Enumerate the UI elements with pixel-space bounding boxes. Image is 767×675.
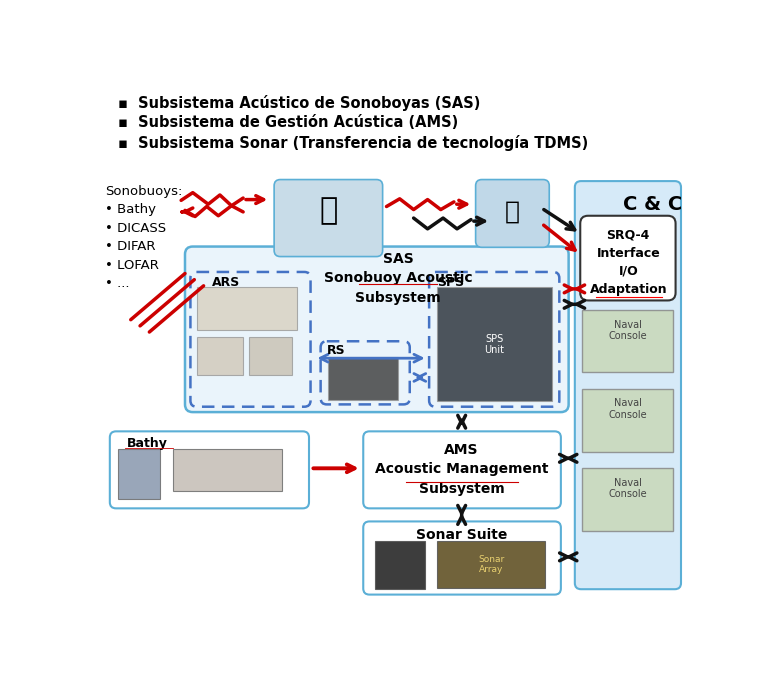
FancyBboxPatch shape (364, 431, 561, 508)
Text: AMS
Acoustic Management
Subsystem: AMS Acoustic Management Subsystem (375, 443, 548, 496)
Text: ▪  Subsistema de Gestión Acústica (AMS): ▪ Subsistema de Gestión Acústica (AMS) (117, 115, 458, 130)
FancyBboxPatch shape (364, 522, 561, 595)
Text: 🚁: 🚁 (319, 196, 337, 225)
Bar (328, 356, 398, 400)
FancyBboxPatch shape (476, 180, 549, 247)
Bar (173, 449, 282, 491)
FancyBboxPatch shape (110, 431, 309, 508)
Text: Sonobuoys:
• Bathy
• DICASS
• DIFAR
• LOFAR
• ...: Sonobuoys: • Bathy • DICASS • DIFAR • LO… (105, 185, 183, 290)
Text: 📡: 📡 (505, 200, 519, 224)
Text: RS: RS (327, 344, 345, 357)
Text: C & C: C & C (623, 195, 682, 214)
Text: Bathy: Bathy (127, 437, 168, 450)
Bar (196, 337, 243, 375)
FancyBboxPatch shape (581, 216, 676, 300)
Text: Sonar
Array: Sonar Array (478, 555, 504, 574)
Text: SPS
Unit: SPS Unit (484, 333, 504, 355)
Bar (582, 468, 673, 531)
Text: ▪  Subsistema Sonar (Transferencia de tecnología TDMS): ▪ Subsistema Sonar (Transferencia de tec… (117, 135, 588, 151)
Text: Naval
Console: Naval Console (608, 320, 647, 342)
Text: Naval
Console: Naval Console (608, 477, 647, 499)
FancyBboxPatch shape (574, 181, 681, 589)
Text: ▪  Subsistema Acústico de Sonoboyas (SAS): ▪ Subsistema Acústico de Sonoboyas (SAS) (117, 95, 480, 111)
Bar (437, 541, 545, 588)
Text: Sonar Suite: Sonar Suite (416, 528, 507, 541)
Text: SRQ-4
Interface
I/O
Adaptation: SRQ-4 Interface I/O Adaptation (590, 229, 667, 296)
Text: SPS: SPS (437, 276, 464, 289)
Bar (375, 541, 425, 589)
Bar (249, 337, 292, 375)
Text: ARS: ARS (212, 276, 240, 289)
Bar (582, 389, 673, 452)
Text: SAS
Sonobuoy Acoustic
Subsystem: SAS Sonobuoy Acoustic Subsystem (324, 252, 472, 305)
FancyBboxPatch shape (274, 180, 383, 256)
Bar (196, 288, 298, 329)
Bar (582, 310, 673, 372)
Text: Naval
Console: Naval Console (608, 398, 647, 420)
FancyBboxPatch shape (185, 246, 568, 412)
Bar (437, 288, 551, 402)
Bar (117, 449, 160, 499)
